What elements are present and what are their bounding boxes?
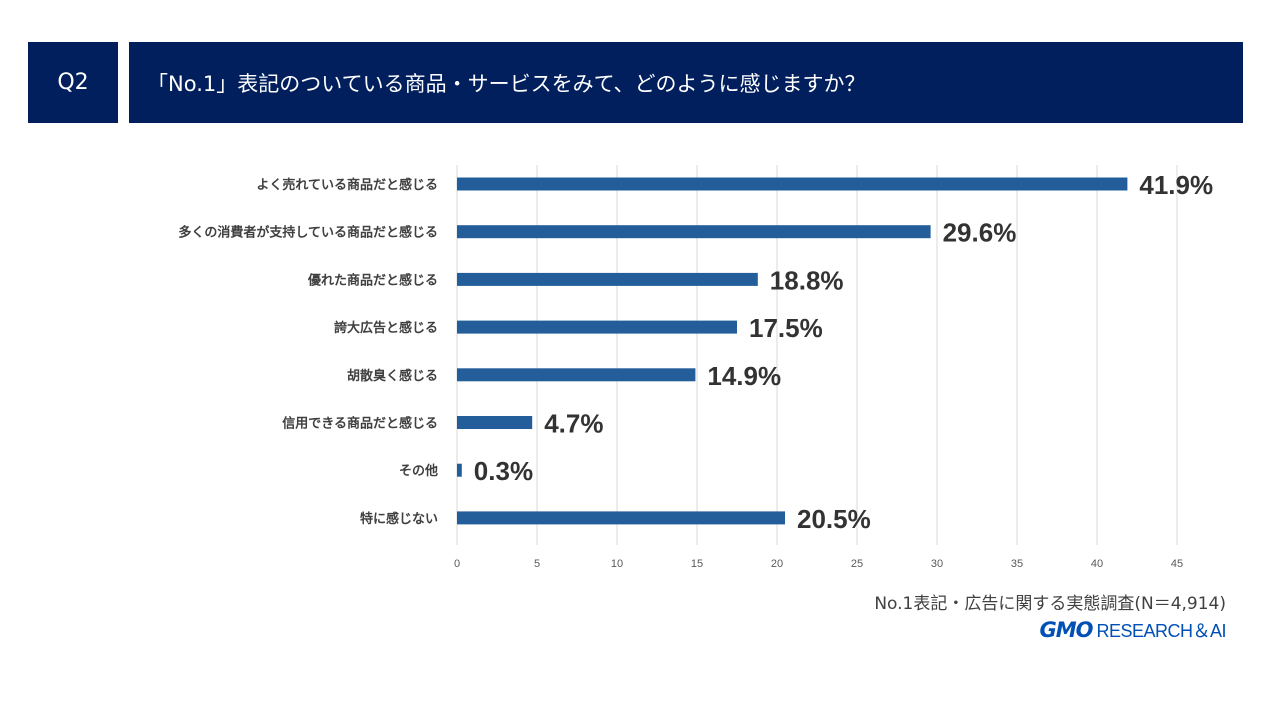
data-label: 41.9%	[1139, 170, 1213, 200]
question-title-text: 「No.1」表記のついている商品・サービスをみて、どのように感じますか？	[147, 71, 866, 96]
bar	[457, 511, 785, 525]
x-tick-label: 35	[1011, 558, 1023, 570]
x-tick-label: 0	[454, 558, 460, 570]
category-label: 特に感じない	[360, 511, 438, 527]
data-label: 20.5%	[797, 504, 871, 534]
data-label: 29.6%	[943, 218, 1017, 248]
bar	[457, 177, 1128, 191]
data-label: 17.5%	[749, 313, 823, 343]
question-number: Q2	[28, 42, 118, 123]
data-label: 4.7%	[544, 409, 603, 439]
survey-source: No.1表記・広告に関する実態調査(N＝4,914)	[874, 594, 1226, 614]
category-label: 誇大広告と感じる	[334, 320, 438, 336]
x-tick-label: 15	[691, 558, 703, 570]
x-tick-label: 40	[1091, 558, 1103, 570]
bar	[457, 463, 462, 477]
bar	[457, 272, 758, 286]
data-label: 14.9%	[707, 361, 781, 391]
x-tick-label: 5	[534, 558, 540, 570]
x-tick-label: 20	[771, 558, 783, 570]
question-title: 「No.1」表記のついている商品・サービスをみて、どのように感じますか？	[129, 42, 1243, 123]
bar	[457, 320, 737, 334]
gmo-research-logo: GMO RESEARCH＆AI	[1039, 617, 1226, 643]
category-label: 多くの消費者が支持している商品だと感じる	[178, 225, 438, 241]
x-tick-label: 10	[611, 558, 623, 570]
category-label: 優れた商品だと感じる	[307, 272, 438, 288]
bar	[457, 225, 931, 239]
logo-mark: GMO	[1039, 618, 1093, 642]
category-label: 信用できる商品だと感じる	[282, 416, 438, 432]
x-tick-label: 45	[1171, 558, 1183, 570]
category-label: その他	[399, 463, 438, 479]
bar	[457, 416, 533, 429]
logo-text: RESEARCH＆AI	[1096, 621, 1226, 641]
data-label: 0.3%	[474, 456, 533, 486]
data-label: 18.8%	[770, 265, 844, 295]
x-tick-label: 25	[851, 558, 863, 570]
x-tick-label: 30	[931, 558, 943, 570]
bar	[457, 368, 696, 382]
category-label: 胡散臭く感じる	[347, 368, 438, 384]
category-label: よく売れている商品だと感じる	[256, 177, 438, 193]
